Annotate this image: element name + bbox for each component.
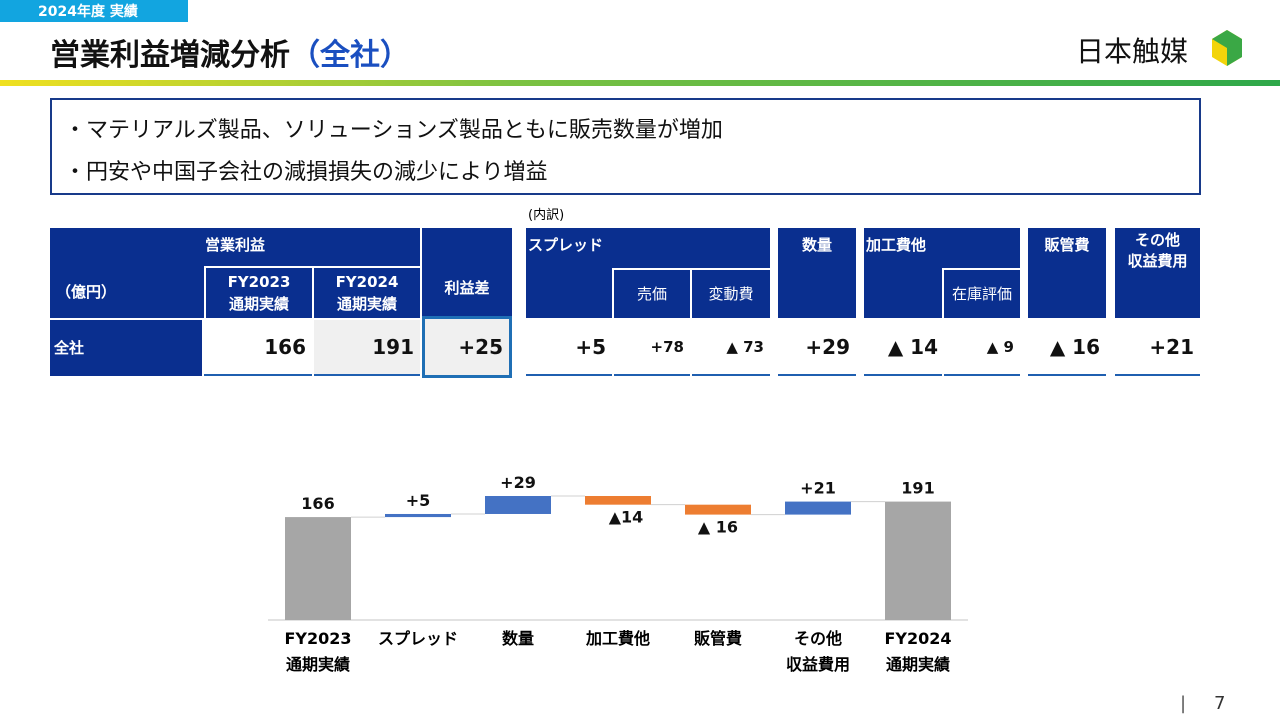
column-header: FY2023 通期実績: [204, 266, 312, 318]
unit-label: （億円）: [50, 266, 204, 318]
value-label: 191: [901, 479, 934, 498]
cell: +21: [1115, 320, 1200, 376]
cell: 191: [314, 320, 420, 376]
value-label: 166: [301, 494, 334, 513]
group-header: その他 収益費用: [1115, 228, 1200, 318]
value-label: ▲ 16: [698, 518, 738, 537]
bar: [785, 501, 851, 515]
cell: +78: [614, 320, 690, 376]
category-label: その他 収益費用: [785, 629, 850, 674]
value-label: +21: [800, 479, 836, 498]
logo-text: 日本触媒: [1076, 35, 1189, 68]
title: 営業利益増減分析: [50, 38, 290, 73]
bullet-box: ・マテリアルズ製品、ソリューションズ製品ともに販売数量が増加 ・円安や中国子会社…: [50, 98, 1201, 195]
bar: [285, 517, 351, 620]
column-header: FY2024 通期実績: [312, 266, 420, 318]
header-rule: [0, 80, 1280, 86]
value-label: +29: [500, 473, 536, 492]
title-wrap: 営業利益増減分析 （全社）: [50, 30, 410, 74]
bar: [385, 513, 451, 518]
bar: [585, 496, 651, 505]
category-label: 数量: [501, 629, 534, 648]
category-label: FY2023 通期実績: [284, 629, 352, 674]
value-label: ▲14: [609, 508, 644, 527]
sub-header: 変動費: [690, 268, 770, 318]
cell: ▲ 16: [1028, 320, 1106, 376]
page-number: 7: [1214, 692, 1226, 714]
sub-header: 売価: [612, 268, 690, 318]
sub-header: 在庫評価: [942, 268, 1020, 318]
cell-highlight: +25: [422, 316, 512, 378]
logo-icon: [1212, 30, 1242, 66]
cell: ▲ 9: [944, 320, 1020, 376]
value-label: +5: [406, 491, 431, 510]
category-label: 販管費: [693, 629, 742, 648]
group-header: 数量: [778, 228, 856, 318]
row-label: 全社: [50, 320, 202, 376]
category-label: スプレッド: [377, 629, 458, 648]
category-label: FY2024 通期実績: [884, 629, 952, 674]
bullet: ・マテリアルズ製品、ソリューションズ製品ともに販売数量が増加: [64, 118, 723, 143]
title-suffix: （全社）: [290, 38, 410, 73]
table-note: (内訳): [528, 207, 565, 223]
bar: [485, 496, 551, 514]
section-tag: 2024年度 実績: [0, 0, 188, 22]
cell: ▲ 73: [692, 320, 770, 376]
bar: [685, 504, 751, 515]
cell: 166: [204, 320, 312, 376]
bullet: ・円安や中国子会社の減損損失の減少により増益: [64, 160, 548, 185]
bar: [885, 501, 951, 620]
cell: +29: [778, 320, 856, 376]
cell: ▲ 14: [864, 320, 942, 376]
separator: |: [1180, 692, 1187, 714]
group-header: 販管費: [1028, 228, 1106, 318]
column-header: 利益差: [422, 228, 512, 318]
category-label: 加工費他: [585, 629, 650, 648]
cell: +5: [526, 320, 612, 376]
